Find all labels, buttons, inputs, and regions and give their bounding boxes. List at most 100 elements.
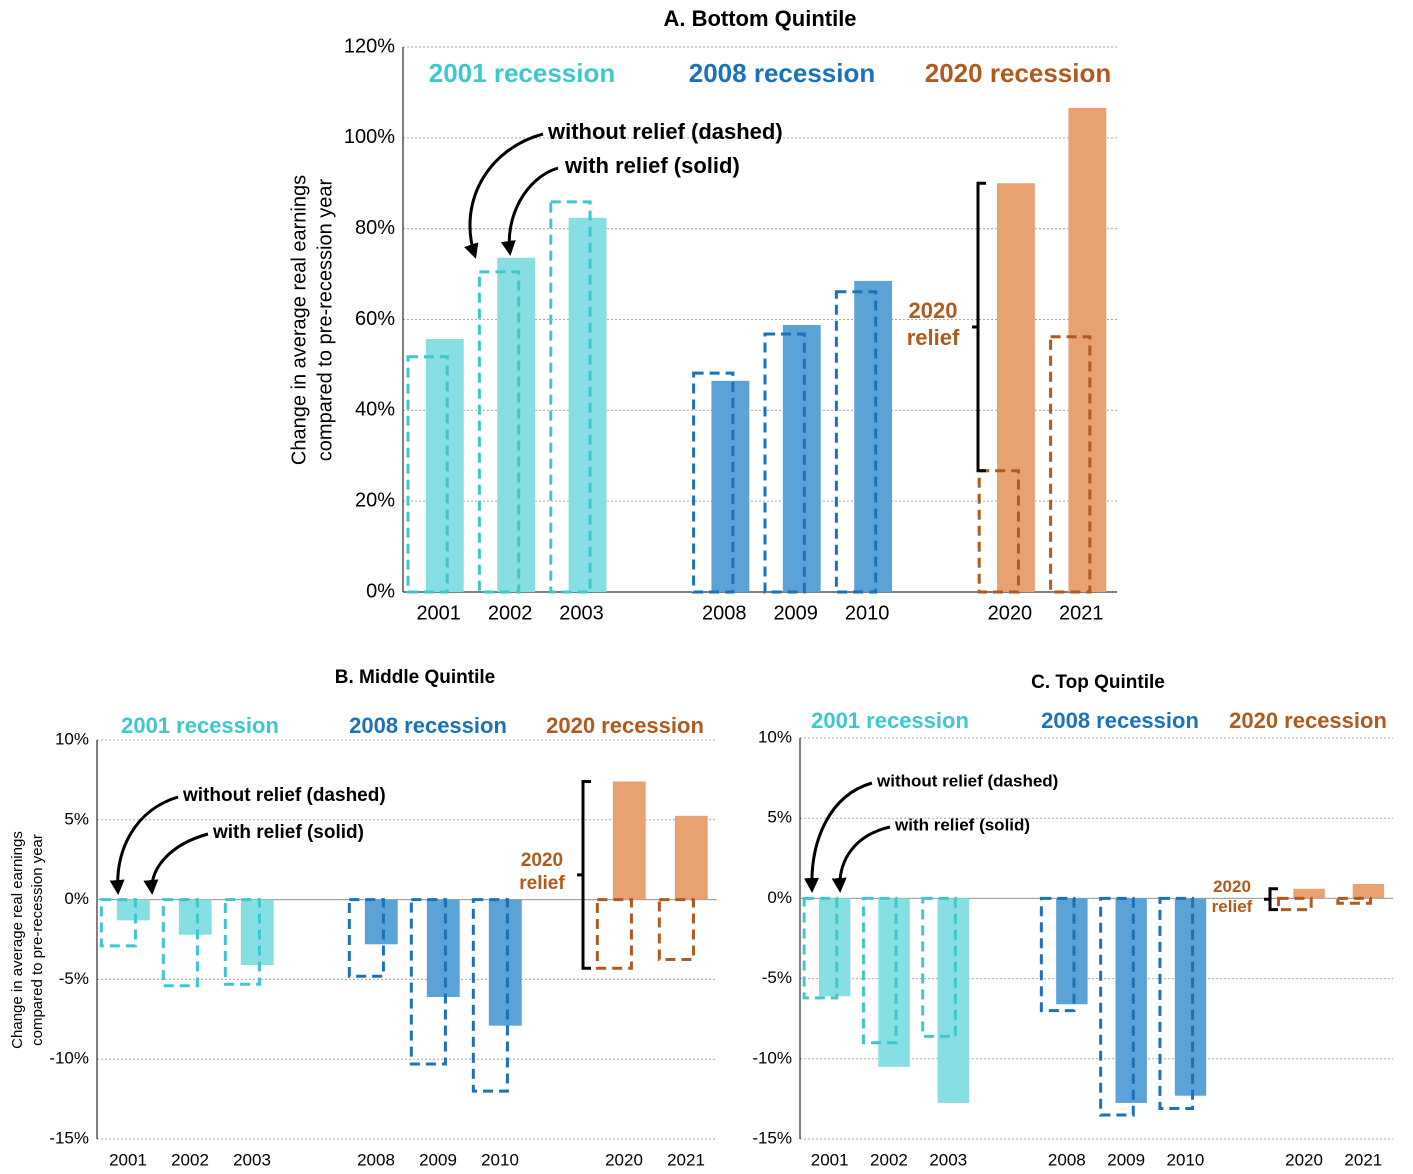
annotation-arrow	[109, 795, 179, 895]
bar-without-relief	[692, 371, 735, 594]
recession-label: 2008 recession	[689, 58, 875, 88]
annotation: without relief (dashed)	[547, 119, 783, 144]
panel-title: B. Middle Quintile	[335, 667, 495, 688]
x-tick-label: 2010	[1167, 1150, 1205, 1169]
x-tick-label: 2008	[702, 602, 747, 624]
bar-without-relief	[1049, 335, 1092, 594]
x-tick-label: 2008	[357, 1150, 395, 1169]
y-tick-label: 0%	[767, 888, 792, 907]
bar-with-relief	[878, 898, 910, 1067]
annotation: with relief (solid)	[564, 153, 740, 178]
bar-with-relief	[782, 324, 821, 592]
annotation: without relief (dashed)	[876, 771, 1058, 790]
y-tick-label: 20%	[355, 489, 395, 511]
y-axis-label: Change in average real earnings	[288, 175, 310, 465]
y-tick-label: 0%	[64, 889, 89, 908]
bar-with-relief	[568, 217, 607, 592]
panel-title: A. Bottom Quintile	[663, 6, 856, 31]
bar-without-relief	[471, 898, 509, 1093]
x-tick-label: 2009	[1107, 1150, 1145, 1169]
recession-label: 2001 recession	[811, 708, 969, 733]
annotation-arrow	[464, 132, 544, 259]
bar-with-relief	[1174, 898, 1207, 1096]
y-axis-label: Change in average real earnings	[9, 831, 26, 1049]
bar-without-relief	[1158, 896, 1195, 1111]
bar-without-relief	[802, 896, 839, 1000]
y-tick-label: 100%	[344, 126, 395, 148]
y-tick-label: 80%	[355, 217, 395, 239]
relief-label: 2020 relief	[906, 298, 960, 350]
bar-without-relief	[347, 898, 385, 978]
relief-bracket	[1264, 887, 1278, 912]
annotation-arrow	[804, 781, 873, 893]
x-tick-label: 2008	[1048, 1150, 1086, 1169]
bar-with-relief	[674, 815, 708, 900]
bar-without-relief	[161, 898, 199, 988]
panel: A. Bottom Quintile Change in average real…	[288, 6, 1117, 624]
recession-label: 2008 recession	[349, 713, 507, 738]
annotation-arrow	[831, 825, 891, 893]
bar-with-relief	[116, 899, 150, 921]
bar-with-relief	[488, 899, 522, 1026]
bar-with-relief	[240, 899, 274, 966]
x-tick-label: 2001	[416, 602, 461, 624]
y-tick-label: -5%	[762, 968, 792, 987]
bar-with-relief	[997, 183, 1035, 592]
bar-with-relief	[178, 899, 212, 935]
bar-with-relief	[1293, 888, 1325, 899]
y-axis-label: compared to pre-recession year	[314, 178, 336, 461]
x-tick-label: 2003	[559, 602, 604, 624]
bar-without-relief	[549, 200, 592, 594]
bar-without-relief	[921, 896, 957, 1038]
bar-without-relief	[763, 332, 806, 594]
relief-label-box: 2020 relief	[1212, 877, 1253, 916]
y-tick-label: 5%	[64, 809, 89, 828]
y-tick-label: -15%	[752, 1128, 792, 1147]
recession-label: 2001 recession	[429, 58, 615, 88]
y-axis-label: compared to pre-recession year	[29, 834, 46, 1046]
relief-label: 2020 relief	[519, 850, 565, 894]
x-tick-label: 2001	[109, 1150, 147, 1169]
y-tick-label: 120%	[344, 35, 395, 57]
x-tick-label: 2021	[1059, 602, 1104, 624]
x-tick-label: 2020	[988, 602, 1033, 624]
x-tick-label: 2003	[233, 1150, 271, 1169]
panel: C. Top Quintile -15% -10% -5% 0% 5% 10% 2001 re…	[752, 672, 1393, 1169]
bar-without-relief	[223, 898, 261, 986]
x-tick-label: 2009	[419, 1150, 457, 1169]
x-tick-label: 2002	[870, 1150, 908, 1169]
x-tick-label: 2021	[667, 1150, 705, 1169]
annotation: without relief (dashed)	[182, 785, 386, 806]
bar-without-relief	[1277, 896, 1313, 912]
x-tick-label: 2002	[488, 602, 533, 624]
x-tick-label: 2003	[929, 1150, 967, 1169]
x-tick-label: 2001	[811, 1150, 849, 1169]
recession-label: 2008 recession	[1041, 708, 1199, 733]
bar-without-relief	[834, 290, 878, 594]
bar-with-relief	[497, 257, 536, 592]
relief-bracket	[577, 779, 591, 970]
bar-without-relief	[477, 270, 521, 594]
bar-without-relief	[1099, 896, 1135, 1117]
x-tick-label: 2010	[845, 602, 890, 624]
bar-without-relief	[406, 355, 449, 594]
x-tick-label: 2020	[1285, 1150, 1323, 1169]
recession-label: 2020 recession	[546, 713, 704, 738]
bar-with-relief	[854, 280, 893, 592]
y-tick-label: -5%	[59, 969, 89, 988]
bar-with-relief	[818, 898, 851, 997]
bar-without-relief	[409, 898, 447, 1066]
bar-with-relief	[364, 899, 398, 945]
y-tick-label: 40%	[355, 399, 395, 421]
bar-with-relief	[1068, 107, 1107, 592]
y-tick-label: 5%	[767, 808, 792, 827]
bar-without-relief	[977, 469, 1020, 594]
annotation-arrow	[500, 166, 559, 256]
x-tick-label: 2020	[605, 1150, 643, 1169]
bar-with-relief	[425, 339, 464, 592]
y-tick-label: 10%	[55, 729, 89, 748]
y-tick-label: 0%	[366, 580, 395, 602]
bar-without-relief	[595, 898, 633, 970]
relief-label-box: 2020 relief	[906, 298, 960, 350]
